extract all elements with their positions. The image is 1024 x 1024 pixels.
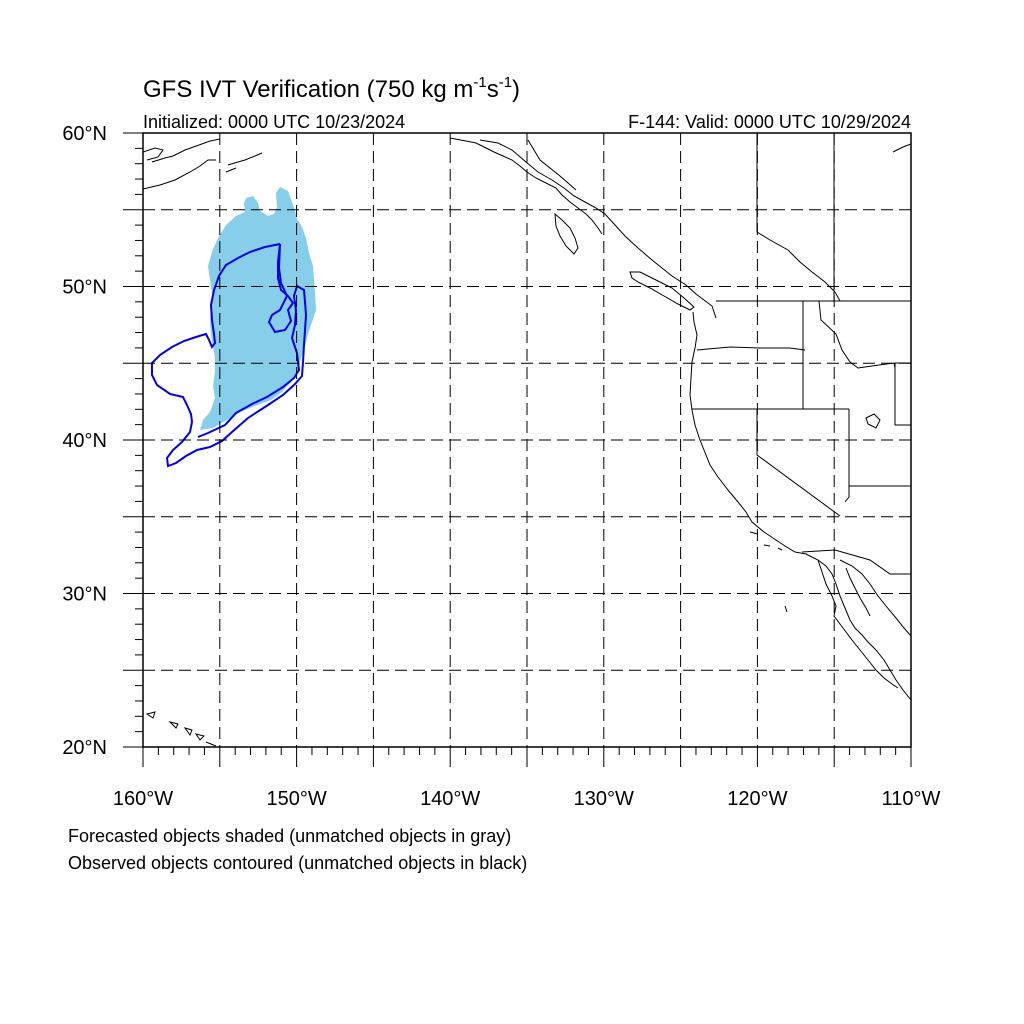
latitude-labels: 60°N 50°N 40°N 30°N 20°N [62,123,107,759]
us-mexico-border [801,549,911,575]
observed-note: Observed objects contoured (unmatched ob… [68,853,528,873]
forecast-ivt-object [200,187,316,430]
title-exponent-1: -1 [473,74,486,91]
canada-alaska-border [527,139,577,191]
lat-tick-label: 40°N [62,430,107,452]
gulf-of-alaska-coast [449,137,603,235]
lon-tick-label: 150°W [266,788,326,810]
longitude-labels: 160°W 150°W 140°W 130°W 120°W 110°W [113,788,941,810]
washington-oregon-border [696,346,806,351]
coastlines [143,137,911,747]
utah-nevada-border [844,409,850,503]
tick-marks [123,132,912,767]
lat-tick-label: 60°N [62,123,107,145]
lat-tick-label: 20°N [62,737,107,759]
alberta-bc-border [756,133,841,302]
lon-tick-label: 160°W [113,788,173,810]
lon-tick-label: 140°W [420,788,480,810]
great-salt-lake [865,413,881,429]
lon-tick-label: 120°W [727,788,787,810]
title-mid: s [487,76,499,103]
lat-tick-label: 50°N [62,277,107,299]
gulf-of-california-coast [839,559,911,637]
map-frame [142,132,912,748]
gridlines [143,133,911,747]
vancouver-island [629,271,695,311]
title-end: ) [512,76,520,103]
forecast-note: Forecasted objects shaded (unmatched obj… [68,826,512,846]
title-exponent-2: -1 [499,74,512,91]
alaska-coast [143,138,263,190]
west-coast-us [689,311,911,701]
baja-peninsula [817,559,899,689]
hudson-bay-edge [892,143,911,153]
map-panel [123,132,912,767]
lon-tick-label: 130°W [574,788,634,810]
valid-time: F-144: Valid: 0000 UTC 10/29/2024 [628,112,911,132]
title-main: GFS IVT Verification (750 kg m [143,76,473,103]
lat-tick-label: 30°N [62,584,107,606]
haida-gwaii [554,212,579,255]
bc-coast [479,139,717,319]
idaho-montana-border [818,300,896,369]
initialized-time: Initialized: 0000 UTC 10/23/2024 [143,112,405,132]
channel-islands [749,531,788,613]
figure-title: GFS IVT Verification (750 kg m-1s-1) [143,74,520,103]
observed-ivt-contour [151,243,308,468]
hawaii-islands [145,711,217,747]
lon-tick-label: 110°W [882,788,941,810]
